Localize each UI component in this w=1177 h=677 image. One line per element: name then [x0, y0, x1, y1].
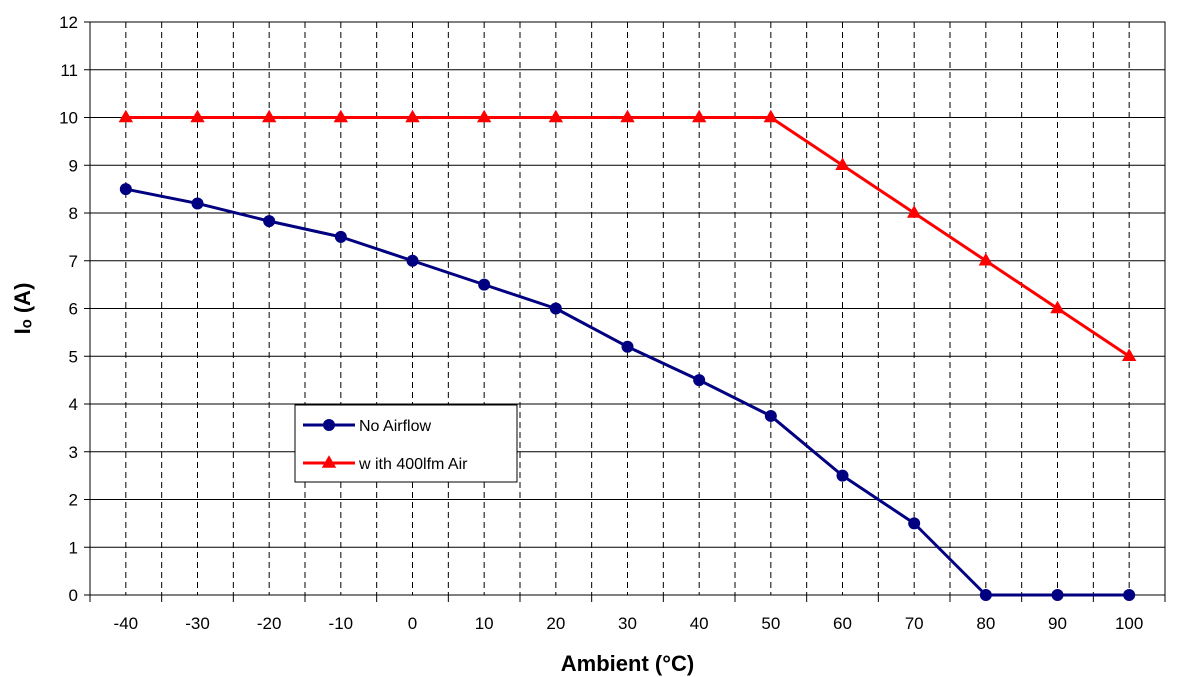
data-point: [1050, 300, 1065, 314]
data-point: [333, 109, 349, 123]
x-tick-label: -10: [329, 614, 354, 633]
data-point: [548, 109, 564, 123]
series-0: [119, 183, 1136, 601]
y-tick-label: 4: [69, 395, 78, 414]
data-point: [263, 215, 276, 228]
data-point: [1121, 348, 1137, 362]
y-tick-label: 7: [69, 252, 78, 271]
y-tick-label: 12: [59, 13, 78, 32]
data-point: [978, 252, 994, 266]
data-point: [1123, 589, 1136, 601]
legend-item: w ith 400lfm Air: [303, 455, 468, 473]
y-tick-label: 0: [69, 586, 78, 605]
x-tick-label: 20: [546, 614, 565, 633]
x-tick-label: -20: [257, 614, 282, 633]
y-tick-label: 9: [69, 156, 78, 175]
legend-items: No Airflow w ith 400lfm Air: [303, 418, 468, 473]
data-point: [906, 205, 922, 218]
data-point: [763, 109, 779, 123]
data-point: [835, 157, 850, 171]
data-point: [334, 230, 347, 243]
y-tick-label: 8: [69, 204, 78, 223]
x-tick-label: -40: [114, 614, 139, 633]
x-tick-label: 100: [1115, 614, 1143, 633]
x-tick-label: 40: [690, 614, 709, 633]
data-point: [693, 374, 706, 387]
data-point: [261, 109, 277, 123]
series-1: [118, 109, 1137, 362]
x-tick-label: 80: [976, 614, 995, 633]
x-tick-label: 90: [1048, 614, 1067, 633]
legend-box: [294, 404, 518, 483]
data-point: [476, 109, 492, 123]
y-tick-label: 6: [69, 300, 78, 319]
legend: No Airflow w ith 400lfm Air: [294, 404, 518, 483]
data-point: [323, 419, 335, 431]
y-tick-label: 11: [60, 61, 78, 80]
data-point: [119, 183, 132, 196]
data-point: [321, 455, 337, 468]
x-axis: -40 -30 -20 -10 0 10 20 30 40 50 60 70 80 90 100: [89, 595, 1166, 633]
data-point: [405, 109, 420, 123]
x-axis-title: Ambient (°C): [561, 651, 694, 676]
data-point: [979, 589, 992, 601]
legend-label: w ith 400lfm Air: [358, 456, 468, 473]
x-tick-label: 70: [905, 614, 924, 633]
x-tick-label: 50: [761, 614, 780, 633]
y-tick-label: 5: [69, 347, 78, 366]
data-point: [406, 254, 419, 267]
data-point: [621, 340, 634, 353]
data-point: [118, 109, 134, 123]
x-tick-label: -30: [185, 614, 210, 633]
data-point: [764, 409, 777, 422]
data-point: [908, 517, 921, 530]
data-point: [191, 197, 204, 210]
data-point: [1051, 589, 1064, 601]
y-tick-label: 2: [69, 491, 78, 510]
data-point: [691, 109, 707, 123]
data-point: [620, 109, 635, 123]
data-point: [549, 302, 562, 315]
series-layer: [118, 109, 1137, 601]
data-point: [478, 278, 491, 291]
y-tick-label: 10: [59, 109, 78, 128]
grid: [90, 21, 1165, 595]
y-axis-title: Iₒ (A): [10, 283, 35, 335]
data-point: [190, 109, 205, 123]
x-tick-label: 10: [475, 614, 494, 633]
legend-item: No Airflow: [303, 418, 431, 435]
y-tick-label: 1: [69, 538, 78, 557]
x-tick-label: 60: [833, 614, 852, 633]
x-tick-label: 0: [408, 614, 417, 633]
legend-label: No Airflow: [359, 418, 431, 435]
y-tick-label: 3: [69, 443, 78, 462]
x-tick-label: 30: [618, 614, 637, 633]
data-point: [836, 469, 849, 482]
